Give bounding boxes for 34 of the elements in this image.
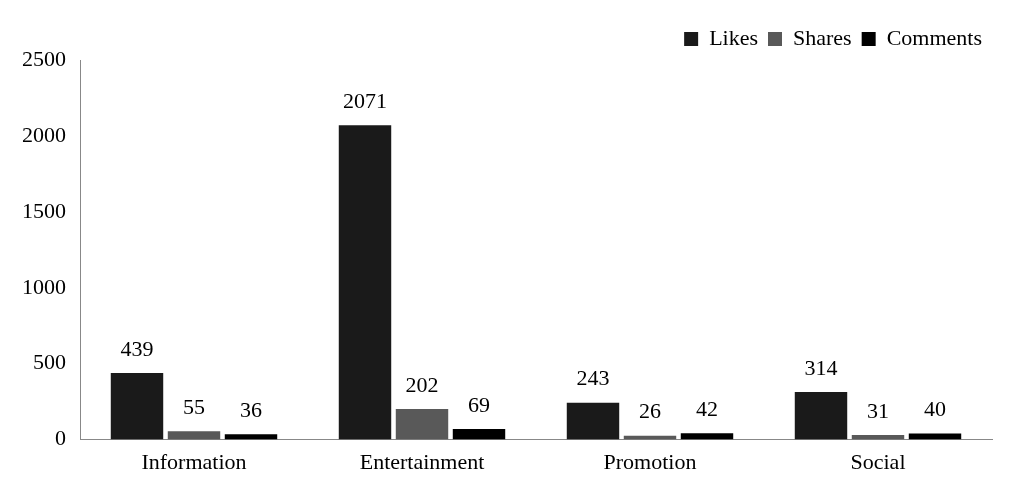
- y-tick-label: 1500: [22, 197, 66, 223]
- bar: [110, 372, 164, 440]
- bar: [224, 434, 278, 440]
- y-tick-label: 2000: [22, 121, 66, 147]
- y-tick-label: 1000: [22, 273, 66, 299]
- y-tick-label: 0: [55, 425, 66, 451]
- x-tick-label: Entertainment: [359, 448, 485, 474]
- data-label: 36: [240, 396, 262, 422]
- data-label: 40: [924, 396, 946, 422]
- x-tick-label: Social: [850, 448, 906, 474]
- bar: [395, 408, 449, 440]
- legend-label: Shares: [793, 24, 852, 50]
- data-label: 314: [804, 354, 838, 380]
- data-label: 439: [120, 335, 154, 361]
- data-label: 2071: [343, 87, 387, 113]
- data-label: 55: [183, 394, 205, 420]
- y-tick-label: 500: [33, 349, 66, 375]
- bar: [794, 391, 848, 440]
- data-label: 69: [468, 391, 490, 417]
- x-tick-label: Promotion: [603, 448, 697, 474]
- data-label: 202: [405, 371, 439, 397]
- x-tick-label: Information: [141, 448, 247, 474]
- bar: [566, 402, 620, 440]
- bar: [338, 125, 392, 440]
- data-label: 243: [576, 365, 610, 391]
- bar: [452, 429, 506, 440]
- data-label: 26: [639, 398, 661, 424]
- legend-label: Likes: [709, 24, 759, 50]
- data-label: 42: [696, 396, 718, 421]
- data-label: 31: [867, 397, 889, 423]
- bar: [680, 433, 734, 440]
- legend-label: Comments: [886, 24, 983, 50]
- y-tick-label: 2500: [22, 45, 66, 71]
- bar: [167, 431, 221, 440]
